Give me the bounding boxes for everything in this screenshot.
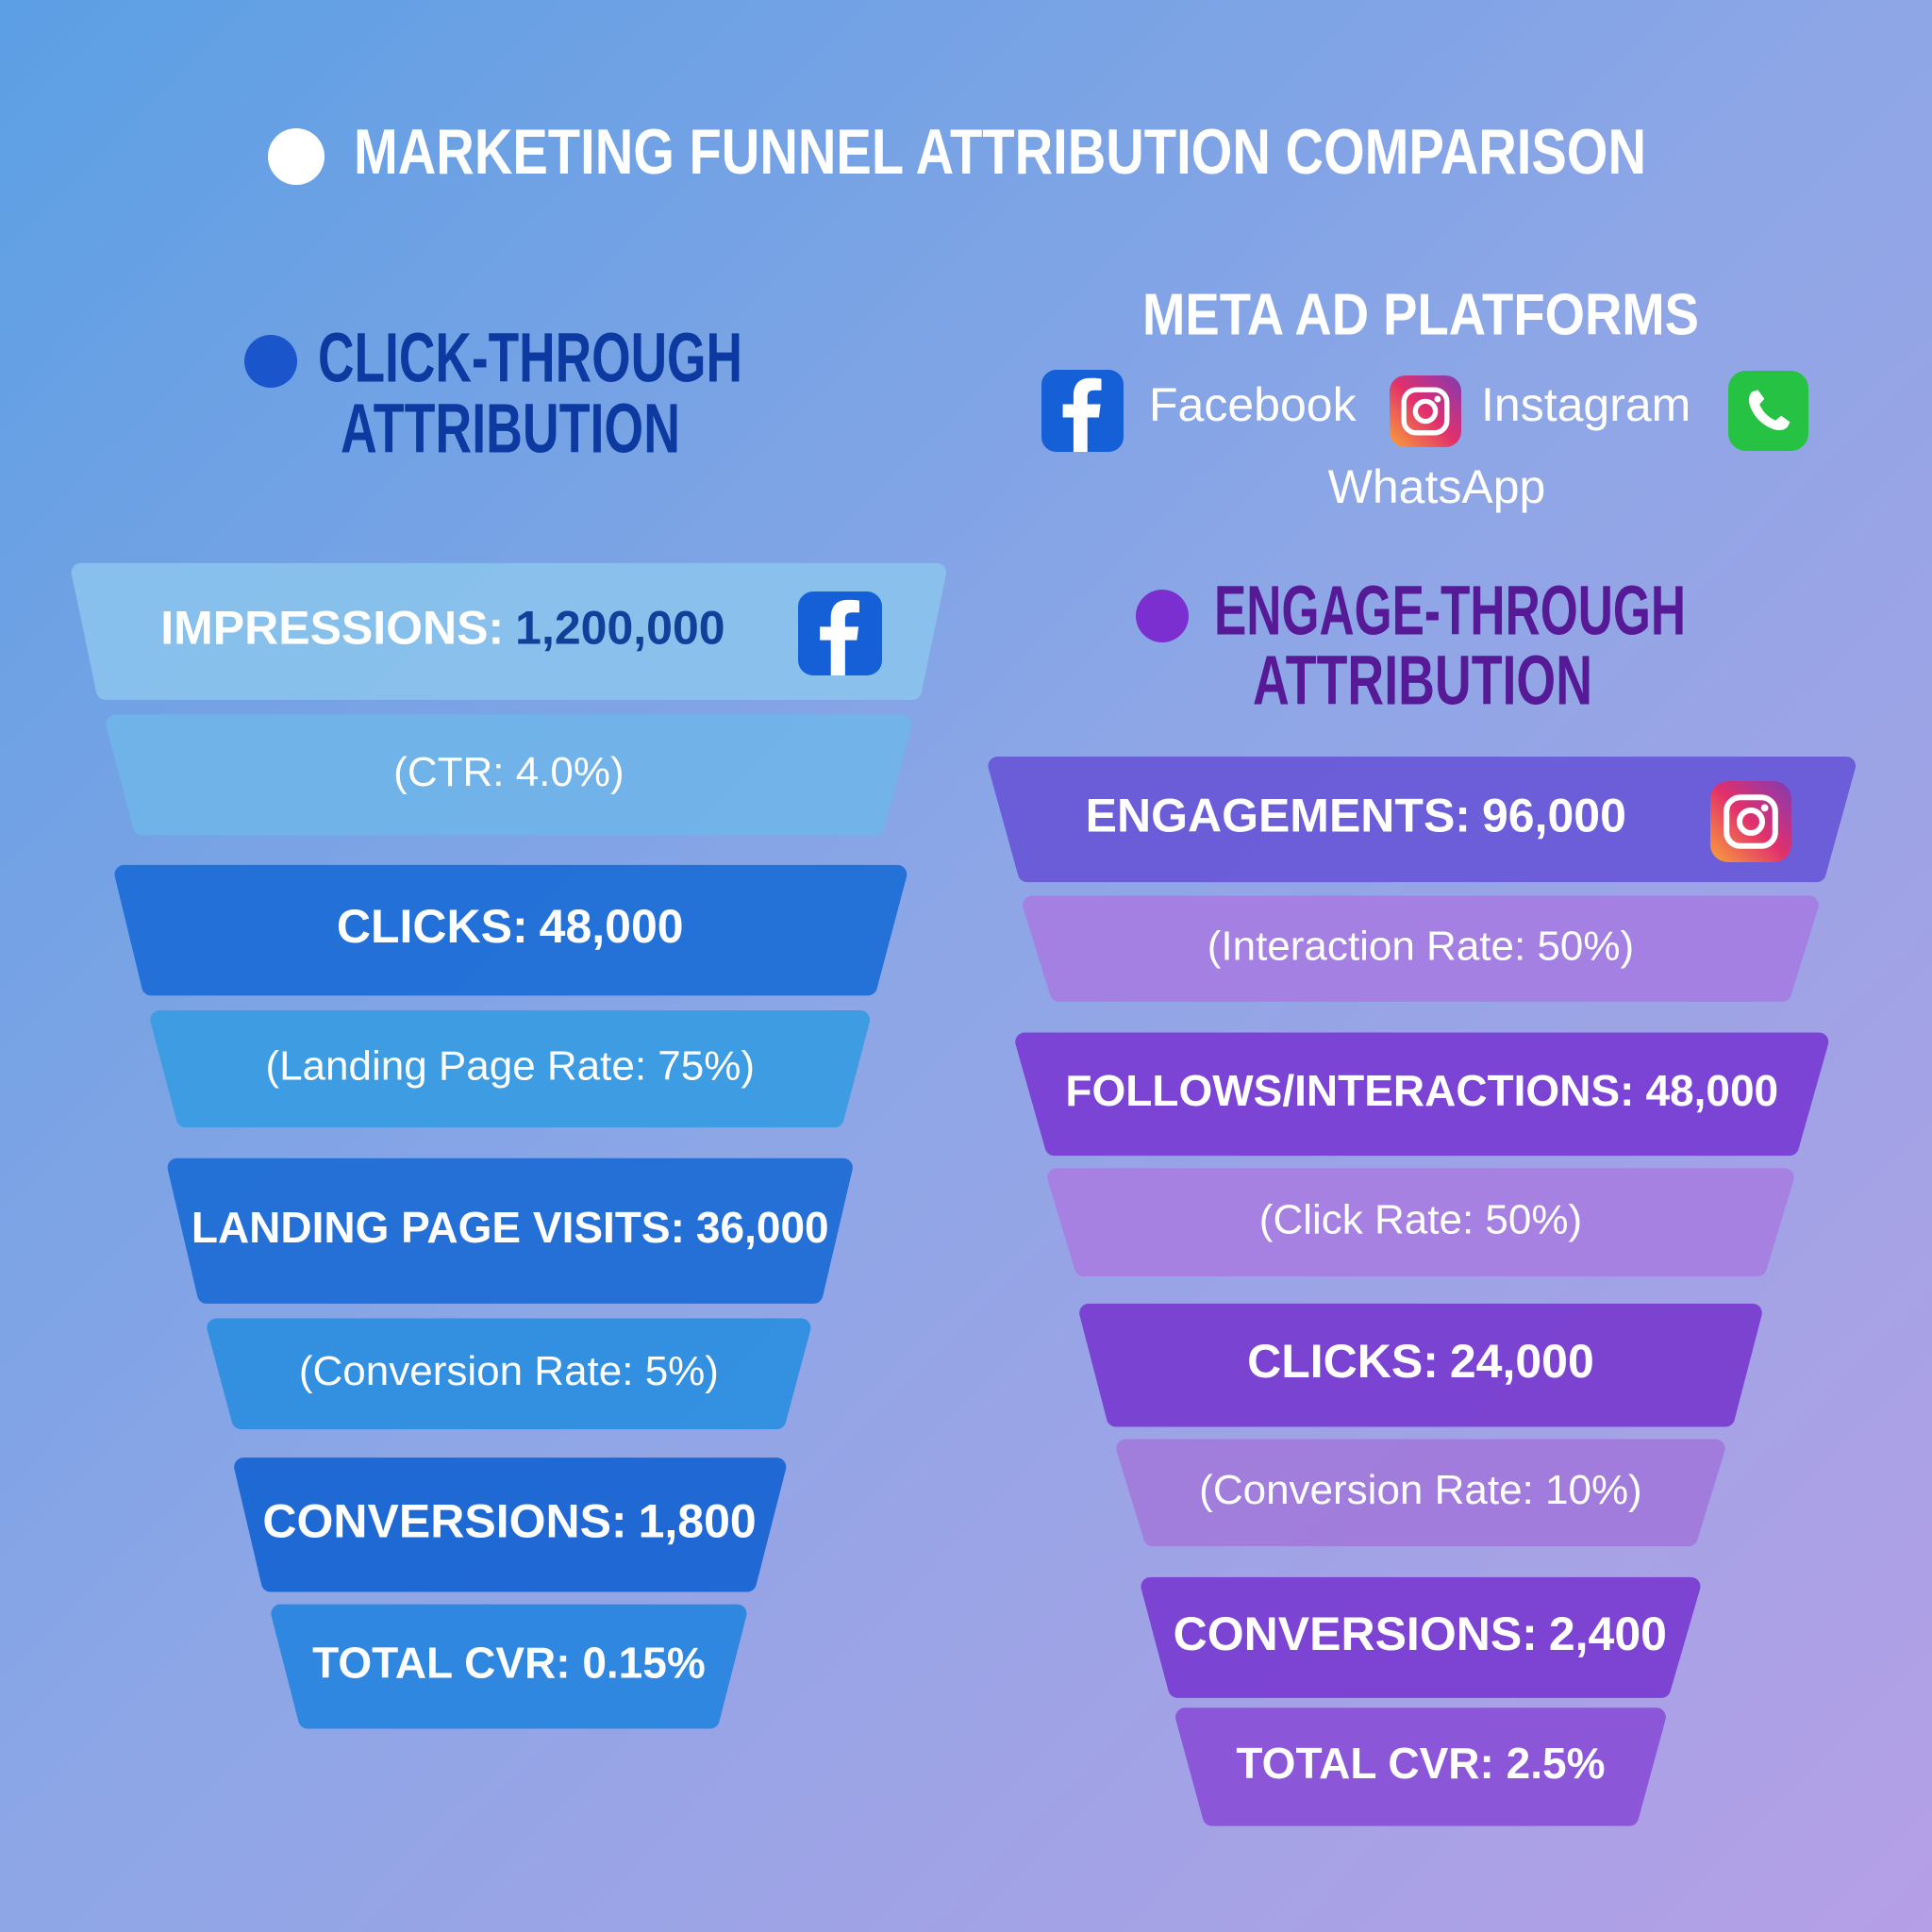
- icon-bg: [1728, 371, 1808, 451]
- platform-name: WhatsApp: [1328, 460, 1546, 513]
- section-title: CLICK-THROUGH: [318, 319, 742, 397]
- funnel-stage-segment: [114, 864, 908, 996]
- icon-glyph: [820, 599, 859, 675]
- icon-lens: [1736, 807, 1766, 837]
- funnel-rate-segment: [271, 1604, 747, 1729]
- funnel-rate-segment: [1175, 1707, 1666, 1826]
- page-title: MARKETING FUNNEL ATTRIBUTION COMPARISON: [354, 116, 1646, 188]
- platform-name: Facebook: [1149, 378, 1357, 431]
- stage-value: 1,200,000: [515, 602, 724, 655]
- instagram-icon: [1710, 781, 1791, 862]
- whatsapp-icon: [1728, 371, 1808, 451]
- icon-bg: [1710, 781, 1791, 862]
- facebook-icon: [1041, 370, 1124, 452]
- funnel-rate-segment: [207, 1318, 811, 1430]
- stage-label: CONVERSIONS:: [262, 1495, 626, 1548]
- stage-text: FOLLOWS/INTERACTIONS: 48,000: [1065, 1066, 1778, 1115]
- stage-text: IMPRESSIONS: 1,200,000: [160, 602, 724, 655]
- stage-value: 2,400: [1549, 1607, 1667, 1660]
- stage-label: CLICKS:: [1247, 1335, 1439, 1388]
- section-title: ENGAGE-THROUGH: [1214, 572, 1686, 650]
- funnel-rate-segment: [106, 714, 912, 836]
- section-dot: [244, 335, 297, 388]
- funnel-rate-segment: [1023, 895, 1819, 1002]
- section-title: ATTRIBUTION: [1253, 641, 1592, 720]
- stage-label: ENGAGEMENTS:: [1086, 790, 1471, 842]
- stage-label: IMPRESSIONS:: [160, 602, 504, 655]
- funnel-stage-segment: [988, 756, 1857, 883]
- stage-value: 96,000: [1482, 790, 1626, 842]
- stage-text: LANDING PAGE VISITS: 36,000: [192, 1203, 829, 1252]
- rate-note: (Click Rate: 50%): [1259, 1196, 1582, 1242]
- platforms-title: META AD PLATFORMS: [1142, 282, 1699, 347]
- stage-label: LANDING PAGE VISITS:: [192, 1203, 685, 1252]
- section-title: ATTRIBUTION: [341, 390, 680, 468]
- funnel-rate-segment: [1116, 1439, 1725, 1547]
- stage-text: CLICKS: 24,000: [1247, 1335, 1594, 1388]
- stage-text: CONVERSIONS: 1,800: [262, 1495, 756, 1548]
- icon-dot: [1760, 804, 1769, 812]
- stage-label: CONVERSIONS:: [1174, 1607, 1538, 1660]
- funnel-stage-segment: [1015, 1032, 1829, 1157]
- stage-text: CLICKS: 48,000: [337, 900, 684, 953]
- stage-value: 36,000: [696, 1203, 829, 1252]
- icon-glyph: [1062, 377, 1102, 452]
- rate-note: (Conversion Rate: 5%): [299, 1348, 719, 1394]
- funnel-stage-segment: [71, 562, 947, 700]
- icon-frame: [1401, 387, 1450, 436]
- rate-note: (Interaction Rate: 50%): [1208, 923, 1634, 969]
- icon-glyph: [1748, 390, 1790, 431]
- section-dot: [1136, 590, 1189, 642]
- funnel-rate-segment: [150, 1010, 871, 1128]
- stage-text: ENGAGEMENTS: 96,000: [1086, 790, 1626, 842]
- stage-value: 1,800: [639, 1495, 757, 1548]
- stage-label: CLICKS:: [337, 900, 528, 953]
- total-cvr: TOTAL CVR: 0.15%: [312, 1639, 706, 1688]
- stage-value: 24,000: [1450, 1335, 1594, 1388]
- icon-dot: [1434, 395, 1441, 403]
- instagram-icon: [1390, 375, 1461, 447]
- icon-bg: [1390, 375, 1461, 447]
- rate-note: (CTR: 4.0%): [393, 749, 624, 795]
- facebook-icon: [798, 591, 882, 675]
- stage-text: CONVERSIONS: 2,400: [1174, 1607, 1667, 1660]
- title-dot: [268, 128, 325, 185]
- funnel-stage-segment: [1079, 1303, 1762, 1427]
- platform-name: Instagram: [1481, 378, 1690, 431]
- icon-frame: [1724, 794, 1778, 849]
- stage-value: 48,000: [540, 900, 684, 953]
- funnel-stage-segment: [1141, 1576, 1701, 1698]
- rate-note: (Landing Page Rate: 75%): [265, 1043, 755, 1090]
- rate-note: (Conversion Rate: 10%): [1199, 1467, 1642, 1513]
- stage-value: 48,000: [1645, 1066, 1778, 1115]
- funnel-stage-segment: [234, 1457, 787, 1592]
- funnel-stage-segment: [167, 1158, 853, 1304]
- stage-label: FOLLOWS/INTERACTIONS:: [1065, 1066, 1634, 1115]
- icon-lens: [1412, 398, 1439, 425]
- total-cvr: TOTAL CVR: 2.5%: [1236, 1739, 1605, 1788]
- funnel-rate-segment: [1047, 1168, 1794, 1277]
